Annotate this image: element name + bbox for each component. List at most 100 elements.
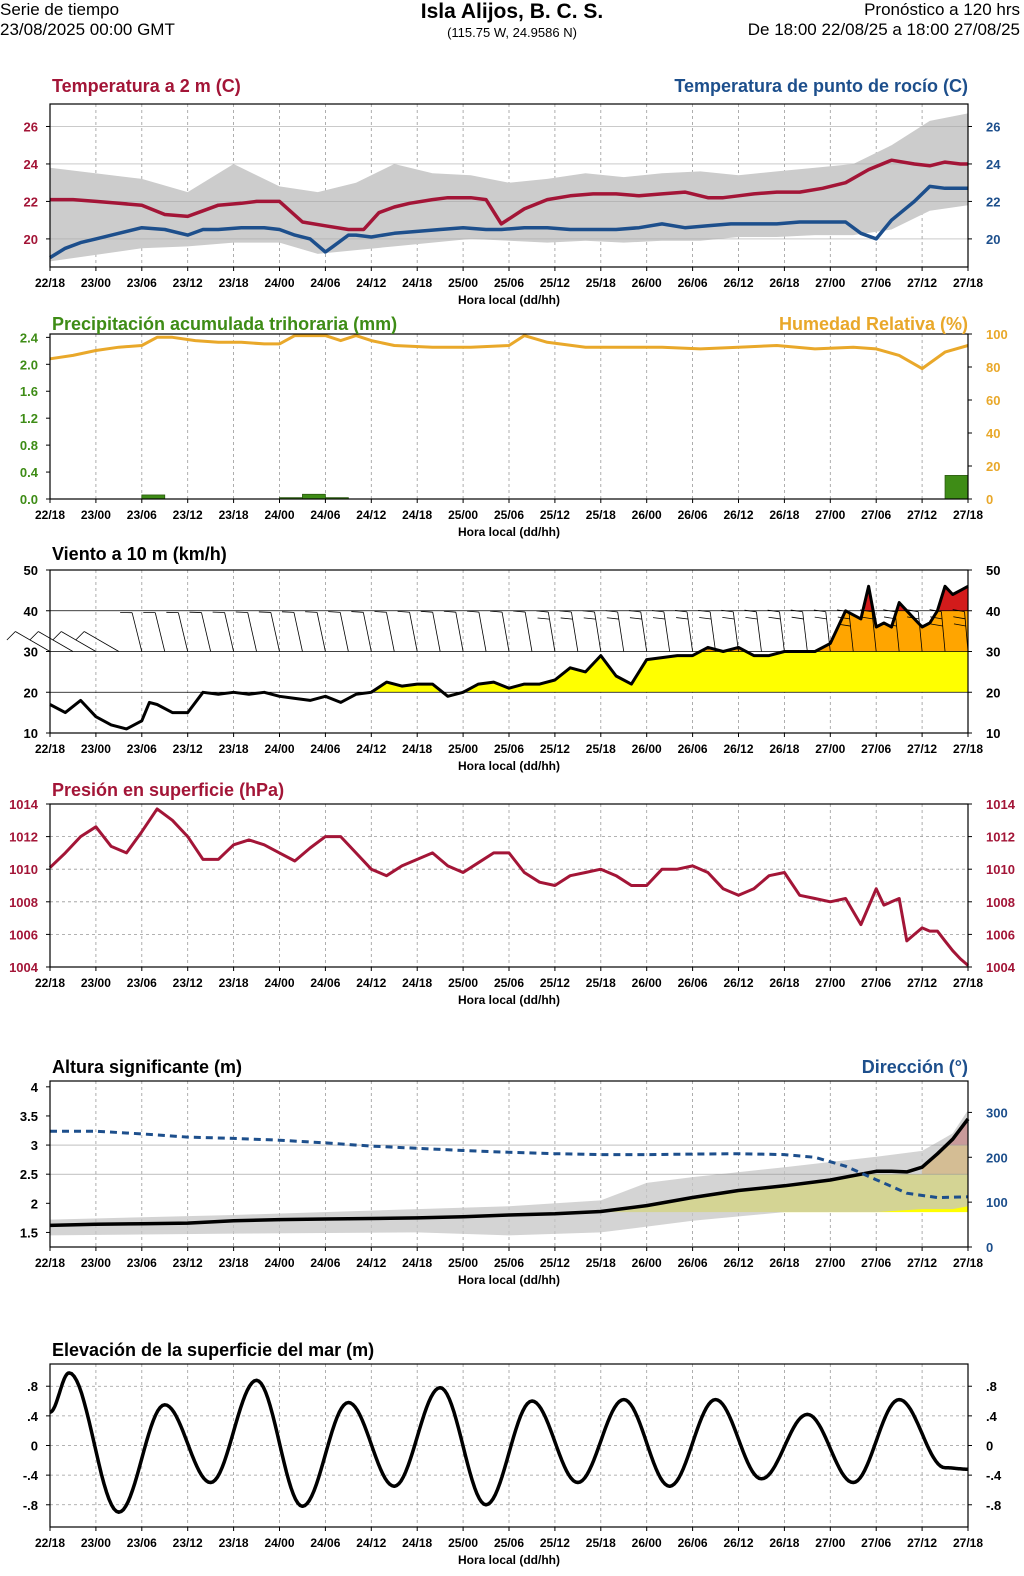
header-forecast-dates: De 18:00 22/08/25 a 18:00 27/08/25 bbox=[747, 20, 1020, 39]
y2-tick-label: 80 bbox=[986, 360, 1000, 375]
chart-title: Altura significante (m) bbox=[52, 1057, 242, 1077]
wind-barb-flag bbox=[328, 611, 341, 613]
x-tick-label: 22/18 bbox=[35, 976, 65, 990]
wind-barb-flag bbox=[791, 616, 804, 620]
y-tick-label: -.4 bbox=[23, 1468, 39, 1483]
x-tick-label: 24/06 bbox=[310, 976, 340, 990]
header-series-label: Serie de tiempo bbox=[0, 0, 120, 19]
chart-title: Temperatura a 2 m (C) bbox=[52, 76, 241, 96]
wind-panel: 22/18 23/00 23/06 23/12 23/18 24/00 24/06 24/12… bbox=[6, 544, 1000, 773]
x-tick-label: 25/18 bbox=[586, 976, 616, 990]
x-tick-label: 26/00 bbox=[632, 1256, 662, 1270]
x-tick-label: 23/18 bbox=[219, 508, 249, 522]
x-tick-label: 23/12 bbox=[173, 276, 203, 290]
wind-barb-flag bbox=[466, 610, 479, 613]
y-tick-label: 24 bbox=[24, 157, 39, 172]
y-tick-label: 2.0 bbox=[20, 357, 38, 372]
x-tick-label: 23/00 bbox=[81, 742, 111, 756]
x-tick-label: 25/06 bbox=[494, 976, 524, 990]
x-tick-label: 23/06 bbox=[127, 276, 157, 290]
x-tick-label: 23/12 bbox=[173, 1256, 203, 1270]
wind-barb-flag bbox=[29, 631, 39, 641]
x-tick-label: 24/00 bbox=[264, 1536, 294, 1550]
x-tick-label: 27/18 bbox=[953, 742, 983, 756]
y-tick-label: 30 bbox=[24, 645, 38, 660]
y-tick-label: 1012 bbox=[9, 830, 38, 845]
x-tick-label: 24/12 bbox=[356, 742, 386, 756]
header-coords: (115.75 W, 24.9586 N) bbox=[447, 25, 577, 40]
wind-barb bbox=[617, 611, 625, 652]
wind-barb bbox=[594, 611, 602, 652]
wind-barb bbox=[756, 611, 762, 652]
x-axis-label: Hora local (dd/hh) bbox=[458, 293, 560, 307]
wind-barb-flag bbox=[537, 617, 550, 620]
wind-barb bbox=[478, 612, 487, 652]
x-axis-label: Hora local (dd/hh) bbox=[458, 525, 560, 539]
humidity-line bbox=[49, 334, 969, 371]
plot-frame bbox=[49, 1080, 969, 1248]
x-tick-label: 26/06 bbox=[678, 276, 708, 290]
plot-frame bbox=[49, 103, 969, 268]
wind-barb-flag bbox=[860, 616, 873, 620]
y-tick-label: 3 bbox=[31, 1138, 38, 1153]
wind-barb-flag bbox=[651, 610, 664, 613]
header-forecast-range: Pronóstico a 120 hrs bbox=[864, 0, 1020, 19]
x-tick-label: 25/06 bbox=[494, 742, 524, 756]
wind-barb bbox=[362, 612, 372, 652]
x-tick-label: 26/00 bbox=[632, 976, 662, 990]
y-tick-label: -.8 bbox=[23, 1498, 38, 1513]
x-tick-label: 23/18 bbox=[219, 1256, 249, 1270]
y2-tick-label: 40 bbox=[986, 426, 1000, 441]
x-tick-label: 26/06 bbox=[678, 508, 708, 522]
wind-barb-flag bbox=[930, 623, 943, 627]
header-left: Serie de tiempo 23/08/2025 00:00 GMT bbox=[0, 0, 175, 40]
x-tick-label: 26/00 bbox=[632, 742, 662, 756]
y2-tick-label: 60 bbox=[986, 393, 1000, 408]
y-tick-label: 26 bbox=[24, 119, 38, 134]
x-tick-label: 27/00 bbox=[815, 508, 845, 522]
y2-tick-label: .4 bbox=[986, 1409, 998, 1424]
wind-barb bbox=[455, 612, 464, 652]
wind-barb-flag bbox=[560, 617, 573, 620]
x-tick-label: 23/00 bbox=[81, 276, 111, 290]
y-tick-label: 0.8 bbox=[20, 438, 38, 453]
wind-barb-flag bbox=[559, 610, 572, 613]
x-tick-label: 24/06 bbox=[310, 1536, 340, 1550]
x-tick-label: 26/12 bbox=[723, 742, 753, 756]
x-tick-label: 25/18 bbox=[586, 276, 616, 290]
x-tick-label: 25/00 bbox=[448, 1536, 478, 1550]
x-tick-label: 24/06 bbox=[310, 1256, 340, 1270]
x-tick-label: 24/12 bbox=[356, 1536, 386, 1550]
header-run-date: 23/08/2025 00:00 GMT bbox=[0, 20, 175, 39]
wind-barb-flag bbox=[629, 617, 642, 620]
x-tick-label: 26/18 bbox=[769, 1256, 799, 1270]
wind-barb-flag bbox=[628, 610, 641, 613]
pressure-line bbox=[48, 807, 969, 967]
x-tick-label: 23/12 bbox=[173, 508, 203, 522]
x-tick-label: 26/12 bbox=[723, 976, 753, 990]
chart-title: Presión en superficie (hPa) bbox=[52, 780, 284, 800]
wind-barb bbox=[709, 611, 716, 652]
x-tick-label: 23/12 bbox=[173, 1536, 203, 1550]
x-tick-label: 27/12 bbox=[907, 976, 937, 990]
x-tick-label: 25/12 bbox=[540, 508, 570, 522]
wind-fill-yellow bbox=[373, 651, 968, 693]
x-tick-label: 26/12 bbox=[723, 1536, 753, 1550]
wind-barb-flag bbox=[745, 616, 758, 620]
wind-fill-red bbox=[864, 586, 968, 611]
wind-barb-flag bbox=[583, 617, 596, 620]
wind-barb-flag bbox=[52, 631, 62, 641]
x-tick-label: 25/12 bbox=[540, 976, 570, 990]
x-tick-label: 27/06 bbox=[861, 976, 891, 990]
wave-spread-band bbox=[50, 1110, 968, 1236]
x-tick-label: 25/06 bbox=[494, 1256, 524, 1270]
wind-barb-flag bbox=[258, 611, 271, 613]
wind-barb bbox=[409, 612, 418, 652]
y-tick-label: 1010 bbox=[9, 862, 38, 877]
x-tick-label: 27/06 bbox=[861, 1256, 891, 1270]
wind-barb bbox=[940, 611, 946, 652]
x-tick-label: 24/00 bbox=[264, 276, 294, 290]
wave-height-line bbox=[49, 1117, 970, 1228]
precipitation-panel: 22/18 23/00 23/06 23/12 23/18 24/00 24/06 24/12… bbox=[20, 314, 1008, 539]
